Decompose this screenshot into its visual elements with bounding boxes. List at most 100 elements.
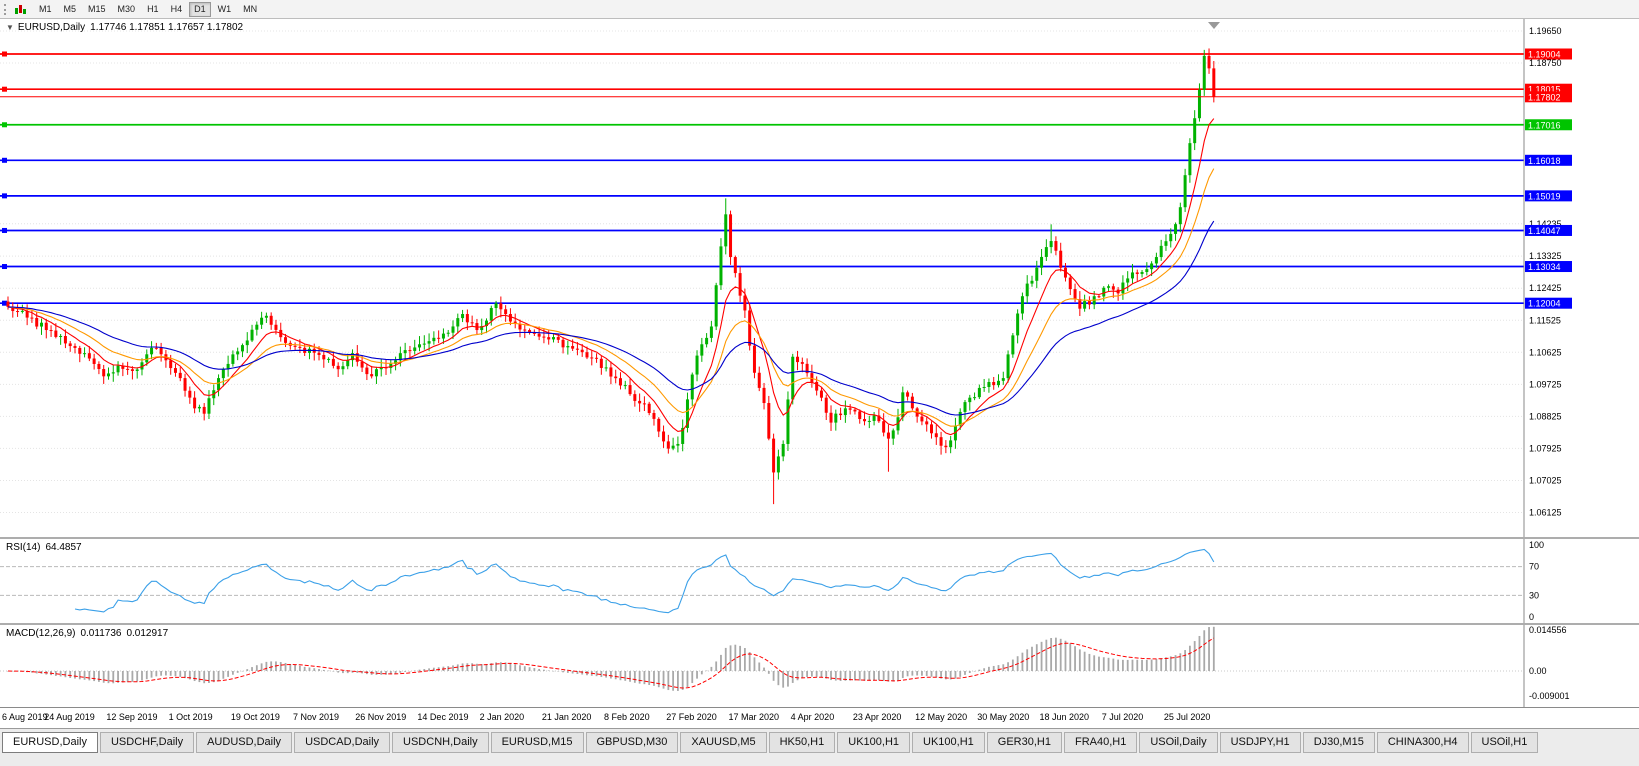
rsi-value: 64.4857 [45, 542, 82, 553]
rsi-axis-label: 100 [1529, 540, 1544, 550]
level-line-1.14047[interactable] [0, 227, 1524, 233]
price-badge-1.16018: 1.16018 [1525, 154, 1572, 166]
price-tick-label: 1.14235 [1529, 219, 1562, 229]
time-axis-label: 7 Nov 2019 [293, 712, 340, 722]
price-tick-label: 1.19650 [1529, 26, 1562, 36]
symbol-tab-CHINA300,H4[interactable]: CHINA300,H4 [1376, 732, 1469, 753]
one-click-collapse-arrow[interactable]: ▼ [6, 23, 14, 32]
timeframe-button-MN[interactable]: MN [243, 3, 258, 14]
price-badge-1.13034: 1.13034 [1525, 261, 1572, 273]
timeframe-button-M5[interactable]: M5 [63, 3, 77, 14]
timeframe-button-D1[interactable]: D1 [189, 1, 211, 17]
time-axis-label: 7 Jul 2020 [1101, 712, 1144, 722]
time-axis-label: 24 Aug 2019 [44, 712, 95, 722]
macd-signal-value: 0.012917 [126, 628, 169, 639]
timeframe-toolbar: M1 M5 M15 M30 H1 H4 D1 W1 MN [0, 0, 1639, 19]
level-line-1.18015[interactable] [0, 86, 1524, 92]
chart-symbol-period: EURUSD,Daily [17, 22, 86, 33]
rsi-title: RSI(14) [6, 542, 41, 553]
timeframe-button-H1[interactable]: H1 [147, 3, 159, 14]
timeframe-button-M1[interactable]: M1 [39, 3, 52, 14]
rsi-axis-label: 70 [1529, 562, 1539, 572]
time-axis-label: 8 Feb 2020 [604, 712, 650, 722]
symbol-tab-GER30,H1[interactable]: GER30,H1 [986, 732, 1062, 753]
macd-main-value: 0.011736 [80, 628, 122, 639]
symbol-tab-USDCHF,Daily[interactable]: USDCHF,Daily [99, 732, 195, 753]
price-badge-1.18015: 1.18015 [1525, 83, 1572, 95]
price-badge-label: 1.13034 [1528, 262, 1561, 272]
symbol-tab-AUDUSD,Daily[interactable]: AUDUSD,Daily [196, 732, 293, 753]
symbol-tab-FRA40,H1[interactable]: FRA40,H1 [1063, 732, 1138, 753]
time-axis-label: 18 Jun 2020 [1039, 712, 1090, 722]
price-tick-label: 1.18750 [1529, 58, 1562, 68]
symbol-tab-DJ30,M15[interactable]: DJ30,M15 [1302, 732, 1375, 753]
timeframe-button-H4[interactable]: H4 [170, 3, 183, 14]
macd-axis-label: -0.009001 [1529, 691, 1570, 701]
symbol-tab-HK50,H1[interactable]: HK50,H1 [768, 732, 836, 753]
price-badge-label: 1.14047 [1528, 226, 1561, 236]
main-chart-canvas[interactable]: 1.19650 1.18750 1.14235 1.13325 1.12425 1.115… [0, 19, 1639, 537]
symbol-tab-USOil,H1[interactable]: USOil,H1 [1470, 732, 1539, 753]
time-axis-label: 12 Sep 2019 [106, 712, 158, 722]
price-badge-label: 1.12004 [1528, 299, 1561, 309]
macd-histogram [7, 626, 1215, 691]
level-line-1.16018[interactable] [0, 157, 1524, 163]
price-badge-1.15019: 1.15019 [1525, 190, 1572, 202]
time-axis[interactable]: 6 Aug 2019 24 Aug 2019 12 Sep 2019 1 Oct 20… [0, 707, 1639, 728]
time-axis-label: 12 May 2020 [915, 712, 968, 722]
symbol-tab-XAUUSD,M5[interactable]: XAUUSD,M5 [680, 732, 767, 753]
macd-pane: 0.014556 0.00 -0.009001 MACD(12,26,9) 0.011… [0, 625, 1639, 707]
symbol-tab-GBPUSD,M30[interactable]: GBPUSD,M30 [585, 732, 679, 753]
timeframe-button-M15[interactable]: M15 [88, 3, 106, 14]
macd-label: MACD(12,26,9) 0.011736 0.012917 [6, 628, 173, 639]
time-axis-label: 26 Nov 2019 [355, 712, 407, 722]
macd-signal-line [7, 637, 1215, 689]
time-axis-label: 30 May 2020 [977, 712, 1030, 722]
level-line-1.12004[interactable] [0, 300, 1524, 306]
price-tick-label: 1.07925 [1529, 443, 1562, 453]
timeframe-button-M30[interactable]: M30 [117, 3, 136, 14]
price-badge-label: 1.18015 [1528, 85, 1561, 95]
rsi-label: RSI(14) 64.4857 [6, 542, 87, 553]
symbol-tab-UK100,H1[interactable]: UK100,H1 [912, 732, 985, 753]
chart-shift-marker[interactable] [1208, 22, 1220, 29]
level-line-1.19004[interactable] [0, 51, 1524, 57]
time-axis-label: 14 Dec 2019 [417, 712, 469, 722]
symbol-tab-USDCAD,Daily[interactable]: USDCAD,Daily [294, 732, 391, 753]
toolbar-grip-handle[interactable] [4, 3, 9, 15]
price-badge-1.19004: 1.19004 [1525, 48, 1572, 60]
moving-average-17-line [7, 168, 1215, 427]
symbol-tab-EURUSD,Daily[interactable]: EURUSD,Daily [2, 732, 98, 753]
symbol-tab-UK100,H1[interactable]: UK100,H1 [837, 732, 911, 753]
main-chart-pane: 1.19650 1.18750 1.14235 1.13325 1.12425 1.115… [0, 19, 1639, 537]
symbol-tab-EURUSD,M15[interactable]: EURUSD,M15 [490, 732, 584, 753]
price-tick-label: 1.12425 [1529, 283, 1562, 293]
rsi-canvas[interactable]: 100 70 30 0 [0, 539, 1639, 623]
pane-splitter-rsi[interactable] [0, 537, 1639, 539]
price-badge-label: 1.17016 [1528, 120, 1561, 130]
price-badge-1.12004: 1.12004 [1525, 297, 1572, 309]
pane-splitter-macd[interactable] [0, 623, 1639, 625]
level-line-1.15019[interactable] [0, 193, 1524, 199]
price-tick-label: 1.07025 [1529, 475, 1562, 485]
moving-average-8-line [7, 118, 1215, 436]
price-badge-1.14047: 1.14047 [1525, 224, 1572, 236]
macd-title: MACD(12,26,9) [6, 628, 76, 639]
level-line-1.17016[interactable] [0, 122, 1524, 128]
chart-title-label: ▼ EURUSD,Daily 1.17746 1.17851 1.17657 1.1… [6, 22, 248, 33]
symbol-tab-USDJPY,H1[interactable]: USDJPY,H1 [1219, 732, 1301, 753]
price-badge-1.17802: 1.17802 [1525, 91, 1572, 103]
macd-canvas[interactable]: 0.014556 0.00 -0.009001 [0, 625, 1639, 707]
time-axis-label: 27 Feb 2020 [666, 712, 717, 722]
symbol-tab-USOil,Daily[interactable]: USOil,Daily [1139, 732, 1218, 753]
symbol-tab-USDCNH,Daily[interactable]: USDCNH,Daily [392, 732, 489, 753]
price-badge-label: 1.17802 [1528, 92, 1561, 102]
time-axis-label: 2 Jan 2020 [479, 712, 525, 722]
timeframe-button-W1[interactable]: W1 [217, 3, 232, 14]
price-tick-label: 1.06125 [1529, 507, 1562, 517]
price-badge-label: 1.19004 [1528, 49, 1561, 59]
price-tick-label: 1.08825 [1529, 411, 1562, 421]
rsi-axis-label: 0 [1529, 612, 1534, 622]
level-line-1.13034[interactable] [0, 264, 1524, 270]
